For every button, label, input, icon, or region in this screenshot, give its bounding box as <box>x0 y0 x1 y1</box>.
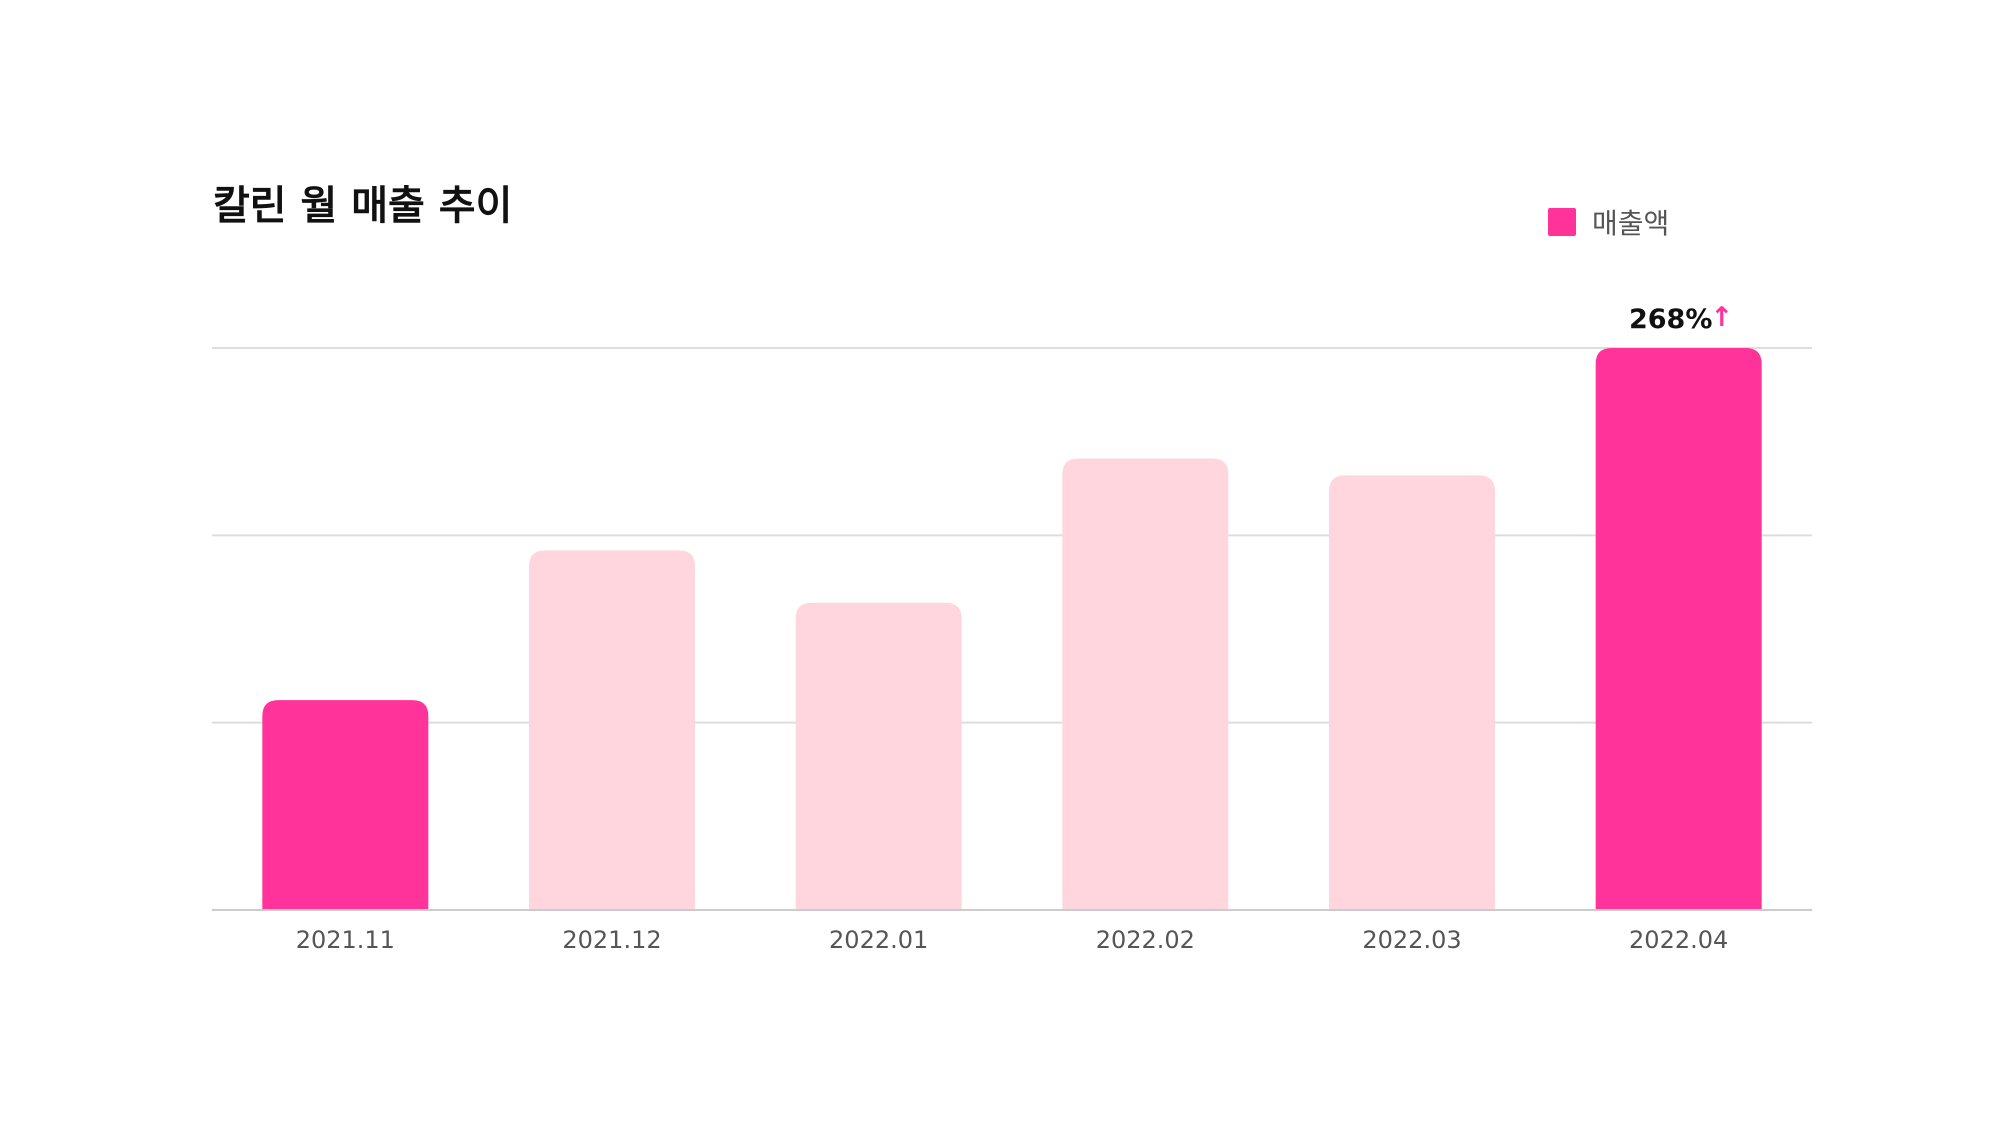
bar-2022.01 <box>795 602 962 910</box>
chart-title: 칼린 월 매출 추이 <box>213 183 512 229</box>
up-arrow-icon: ↑ <box>1710 302 1733 333</box>
x-tick-label: 2022.01 <box>829 926 928 954</box>
bar-2021.12 <box>529 550 695 910</box>
x-tick-labels: 2021.11 2021.12 2022.01 2022.02 2022.03 2022.… <box>296 926 1729 954</box>
bar-2022.04 <box>1595 348 1762 910</box>
bar-2022.03 <box>1329 475 1495 910</box>
bars <box>262 348 1762 910</box>
annotation: 268%↑ <box>1629 302 1733 335</box>
x-tick-label: 2022.02 <box>1096 926 1195 954</box>
x-tick-label: 2022.04 <box>1629 926 1728 954</box>
x-tick-label: 2021.11 <box>296 926 395 954</box>
bar-2022.02 <box>1062 458 1229 910</box>
x-tick-label: 2021.12 <box>562 926 661 954</box>
data-label-growth: 268% <box>1629 304 1712 335</box>
x-tick-label: 2022.03 <box>1362 926 1461 954</box>
gridlines <box>212 347 1812 724</box>
legend: 매출액 <box>1548 207 1669 240</box>
bar-2021.11 <box>262 700 429 910</box>
legend-swatch <box>1548 208 1576 236</box>
legend-label: 매출액 <box>1592 207 1669 240</box>
